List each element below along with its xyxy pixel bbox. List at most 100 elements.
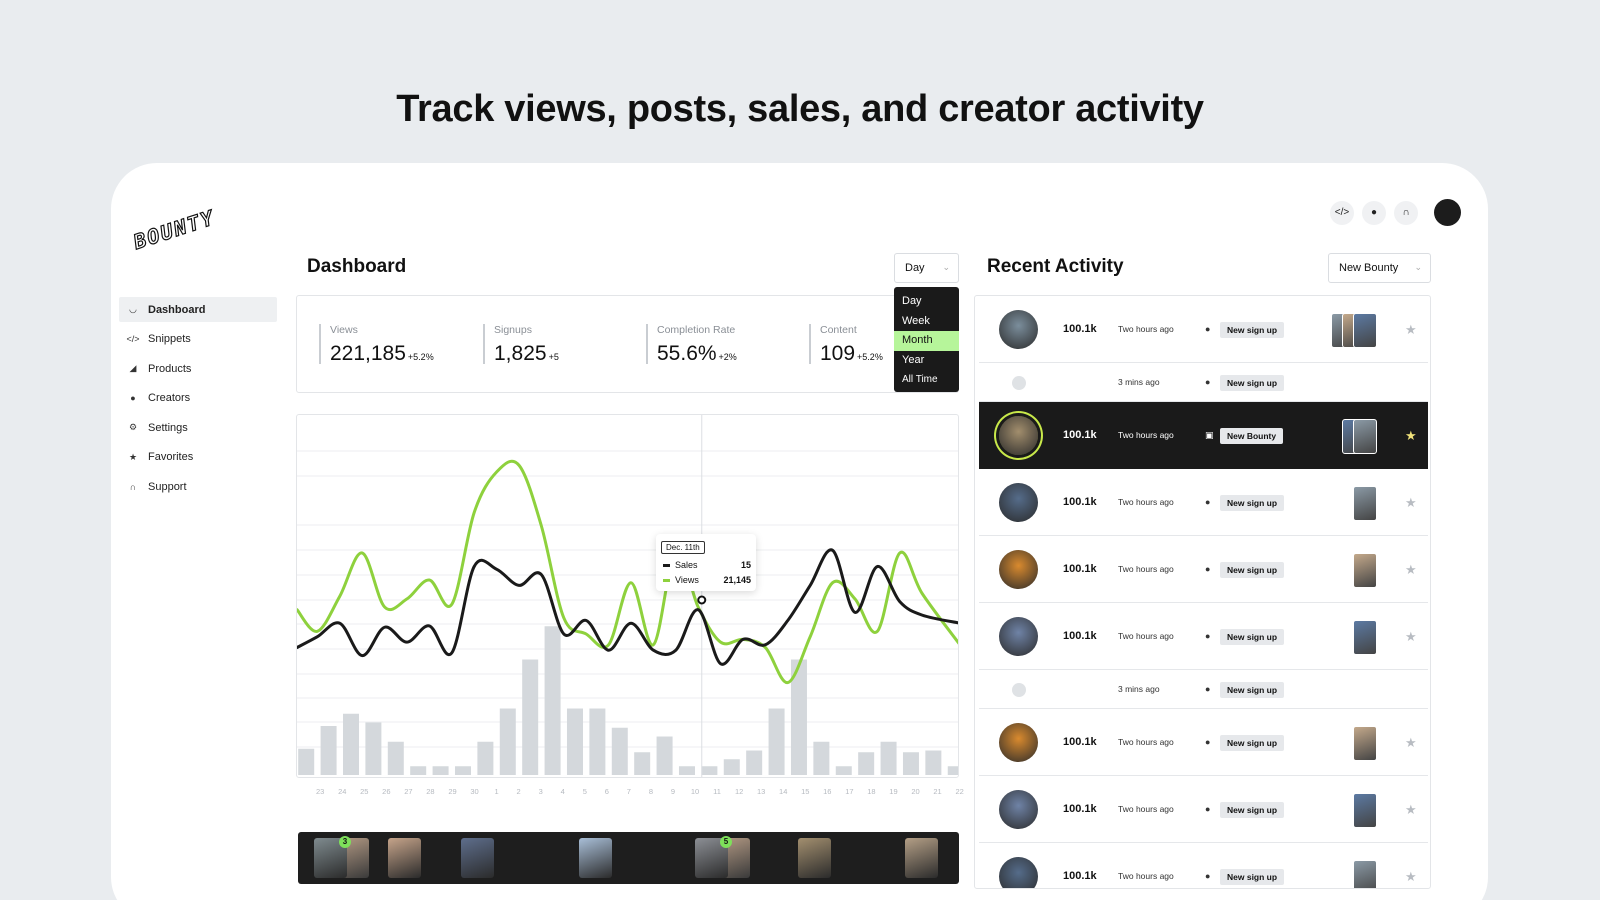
content-thumbnail[interactable] xyxy=(1353,725,1377,761)
thumbnail-stack xyxy=(1331,418,1377,454)
activity-time: Two hours ago xyxy=(1118,630,1174,641)
stat-signups: Signups 1,825 +5 xyxy=(483,324,559,365)
content-thumbnail[interactable]: 3 xyxy=(314,836,351,878)
period-option-day[interactable]: Day xyxy=(902,295,922,307)
activity-row[interactable]: 100.1k Two hours ago ● New sign up ★ xyxy=(979,709,1428,776)
chart-bar xyxy=(634,752,651,775)
avatar[interactable] xyxy=(999,616,1038,656)
activity-row[interactable]: 100.1k Two hours ago ▣ New Bounty ★ xyxy=(979,402,1428,469)
period-option-all-time[interactable]: All Time xyxy=(902,374,938,385)
content-thumbnail[interactable] xyxy=(1353,552,1377,588)
favorite-star-icon[interactable]: ★ xyxy=(1405,801,1417,817)
activity-time: Two hours ago xyxy=(1118,429,1174,440)
content-thumbnail[interactable] xyxy=(905,838,938,878)
x-tick-label: 14 xyxy=(779,787,788,796)
content-thumbnail[interactable] xyxy=(1353,859,1377,888)
activity-time: Two hours ago xyxy=(1118,563,1174,574)
x-tick-label: 4 xyxy=(560,787,565,796)
user-icon: ● xyxy=(1205,496,1211,507)
sidebar-item-label: Dashboard xyxy=(148,303,206,316)
chart-bar xyxy=(432,766,449,775)
chart-hover-point[interactable] xyxy=(697,595,707,605)
avatar[interactable] xyxy=(999,722,1038,762)
activity-time: Two hours ago xyxy=(1118,323,1174,334)
period-option-week[interactable]: Week xyxy=(902,314,930,327)
activity-row[interactable]: 100.1k Two hours ago ● New sign up ★ xyxy=(979,843,1428,888)
activity-count: 100.1k xyxy=(1063,869,1097,882)
activity-row[interactable]: 100.1k Two hours ago ● New sign up ★ xyxy=(979,469,1428,536)
avatar[interactable] xyxy=(999,482,1038,522)
avatar[interactable] xyxy=(999,309,1038,349)
sidebar-item-favorites[interactable]: ★ Favorites xyxy=(119,445,277,470)
code-icon[interactable]: </> xyxy=(1330,200,1354,225)
sidebar-item-support[interactable]: ∩ Support xyxy=(119,474,277,499)
content-thumbnail[interactable] xyxy=(579,838,612,878)
sidebar-item-snippets[interactable]: </> Snippets xyxy=(119,327,277,352)
content-thumbnail[interactable] xyxy=(1353,485,1377,521)
content-thumbnail[interactable] xyxy=(461,838,494,878)
sidebar-item-dashboard[interactable]: ◡ Dashboard xyxy=(119,297,277,322)
content-thumbnail[interactable] xyxy=(388,838,421,878)
avatar[interactable] xyxy=(999,415,1038,455)
sidebar-item-settings[interactable]: ⚙ Settings xyxy=(119,415,277,440)
period-option-month[interactable]: Month xyxy=(894,331,959,351)
sidebar-item-products[interactable]: ◢ Products xyxy=(119,356,277,381)
chart-x-axis: 23 24 25 26 27 28 29 30 1 2 3 4 5 6 7 8 9 10 11 12 13 14 15 16 1… xyxy=(296,787,964,799)
chart-bar xyxy=(723,759,740,775)
chart-bar xyxy=(477,741,494,775)
chart-bar xyxy=(656,736,673,775)
views-sales-chart[interactable] xyxy=(296,414,959,778)
content-thumbnail[interactable]: 5 xyxy=(695,836,732,878)
chart-svg xyxy=(297,415,958,777)
content-thumbnail[interactable] xyxy=(1353,312,1377,348)
user-icon: ● xyxy=(1205,376,1211,387)
x-tick-label: 1 xyxy=(494,787,499,796)
activity-row[interactable]: 100.1k Two hours ago ● New sign up ★ xyxy=(979,776,1428,843)
activity-filter-value: New Bounty xyxy=(1339,262,1399,274)
x-tick-label: 19 xyxy=(889,787,898,796)
stat-number: 55.6% xyxy=(657,342,717,365)
x-tick-label: 17 xyxy=(845,787,854,796)
period-option-year[interactable]: Year xyxy=(902,353,925,366)
status-dot xyxy=(1012,682,1026,697)
activity-row[interactable]: 3 mins ago ● New sign up xyxy=(979,670,1428,709)
headset-icon[interactable]: ∩ xyxy=(1394,200,1418,225)
content-thumbnail[interactable] xyxy=(1353,792,1377,828)
chart-bar xyxy=(499,708,516,775)
favorite-star-icon[interactable]: ★ xyxy=(1405,494,1417,510)
favorite-star-icon[interactable]: ★ xyxy=(1405,561,1417,577)
user-icon[interactable]: ● xyxy=(1362,200,1386,225)
activity-row[interactable]: 100.1k Two hours ago ● New sign up ★ xyxy=(979,603,1428,670)
activity-row[interactable]: 100.1k Two hours ago ● New sign up ★ xyxy=(979,296,1428,363)
activity-tag: New sign up xyxy=(1220,868,1285,885)
chart-bar xyxy=(410,766,427,775)
favorite-star-icon[interactable]: ★ xyxy=(1405,427,1417,443)
content-thumbnail[interactable] xyxy=(1353,619,1377,655)
avatar[interactable] xyxy=(999,549,1038,589)
favorite-star-icon[interactable]: ★ xyxy=(1405,628,1417,644)
period-select[interactable]: Day ⌄ xyxy=(894,253,959,283)
sidebar-item-creators[interactable]: ● Creators xyxy=(119,386,277,411)
stat-views: Views 221,185 +5.2% xyxy=(319,324,434,365)
chart-bar xyxy=(880,741,897,775)
activity-time: Two hours ago xyxy=(1118,870,1174,881)
avatar[interactable] xyxy=(999,856,1038,888)
chart-bar xyxy=(925,750,942,775)
favorite-star-icon[interactable]: ★ xyxy=(1405,734,1417,750)
chart-bar xyxy=(342,713,359,775)
activity-row[interactable]: 100.1k Two hours ago ● New sign up ★ xyxy=(979,536,1428,603)
stat-content: Content 109 +5.2% xyxy=(809,324,883,365)
activity-tag: New sign up xyxy=(1220,681,1285,698)
favorite-star-icon[interactable]: ★ xyxy=(1405,321,1417,337)
chart-bar xyxy=(387,741,404,775)
favorite-star-icon[interactable]: ★ xyxy=(1405,868,1417,884)
x-tick-label: 2 xyxy=(516,787,521,796)
chart-bar xyxy=(298,748,315,775)
activity-filter-select[interactable]: New Bounty ⌄ xyxy=(1328,253,1431,283)
activity-row[interactable]: 3 mins ago ● New sign up xyxy=(979,363,1428,402)
content-thumbnail[interactable] xyxy=(1353,418,1377,454)
content-thumbnail[interactable] xyxy=(798,838,831,878)
profile-avatar[interactable] xyxy=(1434,199,1461,226)
avatar[interactable] xyxy=(999,789,1038,829)
